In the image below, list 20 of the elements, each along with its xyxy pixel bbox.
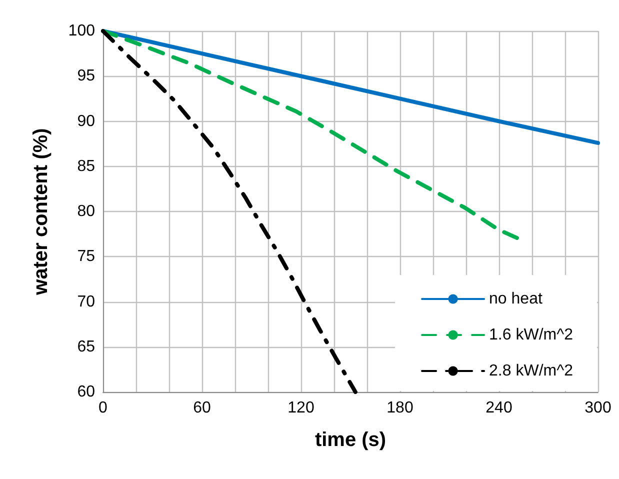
x-tick-label: 180 bbox=[386, 400, 414, 416]
legend-label: no heat bbox=[489, 290, 543, 308]
y-axis-title: water content (%) bbox=[30, 128, 52, 296]
y-tick-label: 75 bbox=[77, 248, 96, 266]
legend-label: 2.8 kW/m^2 bbox=[489, 362, 574, 380]
x-tick-label: 120 bbox=[288, 400, 314, 416]
y-tick-label: 85 bbox=[77, 158, 96, 175]
y-tick-label: 100 bbox=[68, 22, 96, 40]
y-tick-label: 70 bbox=[77, 293, 96, 310]
x-tick-label: 240 bbox=[486, 400, 512, 416]
y-tick-label: 95 bbox=[77, 68, 96, 85]
y-tick-label: 60 bbox=[77, 384, 96, 400]
legend-label: 1.6 kW/m^2 bbox=[489, 326, 574, 344]
x-tick-label: 60 bbox=[193, 400, 211, 416]
x-tick-label: 300 bbox=[584, 400, 612, 416]
y-tick-label: 65 bbox=[77, 338, 96, 356]
x-tick-label: 0 bbox=[98, 400, 108, 416]
x-axis-title: time (s) bbox=[314, 429, 386, 451]
y-tick-label: 80 bbox=[77, 203, 96, 220]
y-tick-label: 90 bbox=[77, 112, 96, 130]
